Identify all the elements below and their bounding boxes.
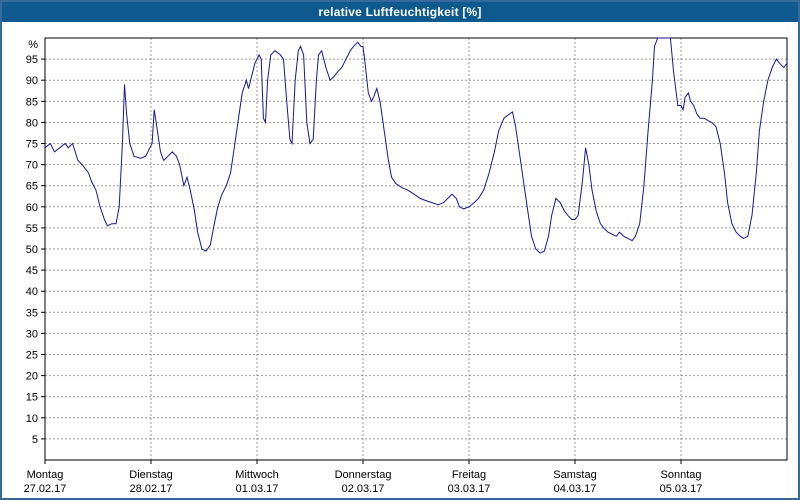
x-day-label: Dienstag <box>129 469 172 481</box>
x-date-label: 27.02.17 <box>24 483 67 495</box>
x-date-label: 02.03.17 <box>342 483 385 495</box>
y-tick-label: 80 <box>26 117 38 129</box>
x-day-label: Mittwoch <box>235 469 278 481</box>
x-date-label: 01.03.17 <box>236 483 279 495</box>
series-relative-luftfeuchtigkeit <box>44 37 788 254</box>
x-date-label: 28.02.17 <box>130 483 173 495</box>
y-tick-label: 85 <box>26 96 38 108</box>
y-tick-label: 90 <box>26 75 38 87</box>
x-day-label: Sonntag <box>661 469 702 481</box>
x-date-label: 03.03.17 <box>448 483 491 495</box>
chart-title: relative Luftfeuchtigkeit [%] <box>318 5 482 19</box>
y-tick-label: 25 <box>26 350 38 362</box>
y-tick-label: 20 <box>26 371 38 383</box>
y-tick-label: 30 <box>26 328 38 340</box>
y-tick-label: 55 <box>26 223 38 235</box>
y-tick-label: 40 <box>26 286 38 298</box>
y-tick-label: 15 <box>26 392 38 404</box>
y-tick-label: 95 <box>26 54 38 66</box>
y-tick-label: 50 <box>26 244 38 256</box>
x-date-label: 05.03.17 <box>660 483 703 495</box>
chart-container: 5 10 15 20 25 30 35 40 45 50 55 60 65 70 75 80 85 90 95 Mon… <box>2 22 798 498</box>
x-day-label: Samstag <box>553 469 596 481</box>
title-bar: relative Luftfeuchtigkeit [%] <box>2 2 798 22</box>
y-axis-unit-label: % <box>28 39 38 51</box>
y-tick-label: 70 <box>26 160 38 172</box>
plot-border <box>44 37 788 461</box>
y-tick-label: 45 <box>26 265 38 277</box>
y-tick-label: 10 <box>26 413 38 425</box>
x-day-label: Donnerstag <box>335 469 392 481</box>
humidity-line-chart: 5 10 15 20 25 30 35 40 45 50 55 60 65 70 75 80 85 90 95 Mon… <box>2 22 798 498</box>
y-tick-label: 35 <box>26 307 38 319</box>
y-tick-label: 75 <box>26 139 38 151</box>
y-tick-label: 65 <box>26 181 38 193</box>
x-day-label: Montag <box>27 469 64 481</box>
x-day-label: Freitag <box>452 469 486 481</box>
y-tick-label: 60 <box>26 202 38 214</box>
x-date-label: 04.03.17 <box>554 483 597 495</box>
y-tick-label: 5 <box>32 434 38 446</box>
